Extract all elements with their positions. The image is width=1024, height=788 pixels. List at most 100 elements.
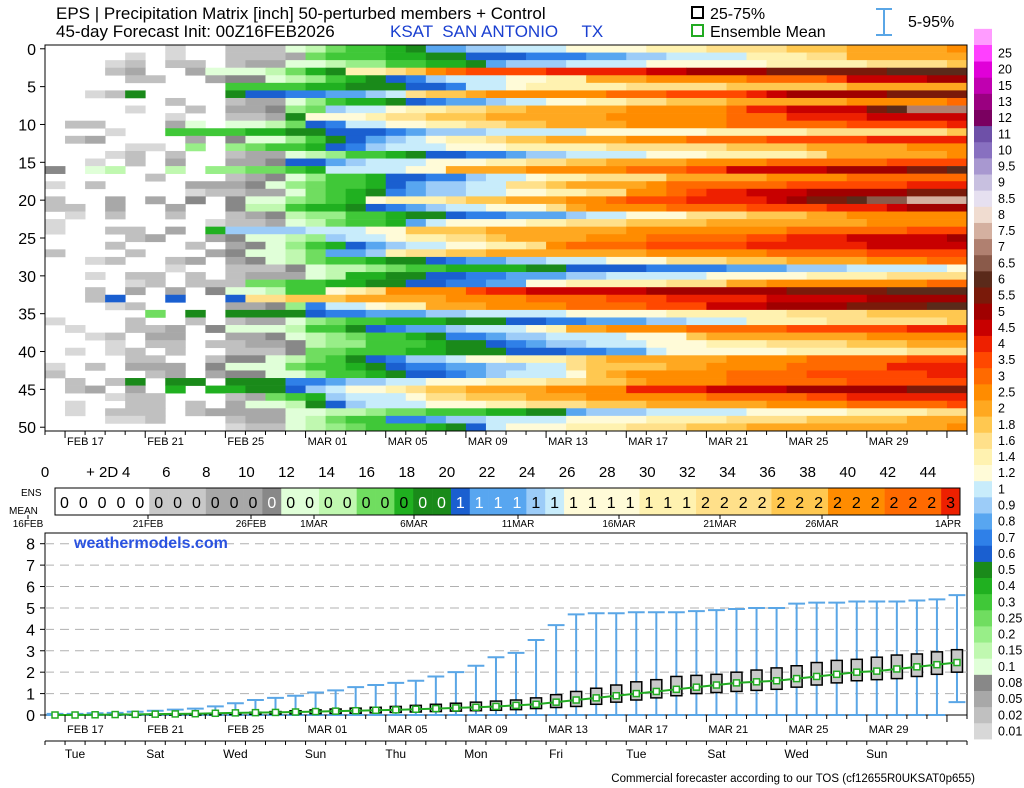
colorbar-cell [974, 513, 992, 530]
heatmap-cell [365, 226, 407, 235]
ensemble-mean-marker [612, 691, 620, 700]
heatmap-cell [245, 385, 286, 394]
heatmap-cell [85, 158, 106, 167]
heatmap-cell [125, 105, 146, 114]
heatmap-cell [846, 82, 968, 91]
heatmap-cell [225, 211, 246, 220]
ens-cell [696, 488, 716, 515]
ens-cell [450, 488, 471, 515]
heatmap-cell [786, 90, 888, 99]
heatmap-cell [385, 256, 427, 265]
heatmap-cell [766, 67, 888, 76]
heatmap-cell [405, 355, 447, 364]
colorbar-cell [974, 335, 992, 353]
heatmap-cell [606, 113, 727, 121]
heatmap-cell [145, 309, 166, 318]
heatmap-cell [105, 256, 126, 265]
heatmap-cell [325, 340, 367, 349]
heatmap-cell [345, 362, 367, 371]
heatmap-cell [225, 82, 306, 91]
heatmap-cell [425, 332, 447, 341]
heatmap-cell [626, 120, 727, 129]
colorbar-label: 1 [998, 482, 1005, 496]
heatmap-cell [245, 272, 306, 280]
heatmap-cell [485, 332, 507, 341]
heatmap-cell [345, 105, 387, 114]
heatmap-cell [305, 188, 327, 197]
heatmap-cell [445, 241, 487, 250]
heatmap-cell [385, 272, 427, 280]
heatmap-cell [445, 264, 527, 273]
heatmap-cell [566, 302, 647, 311]
colorbar-cell [974, 416, 992, 433]
heatmap-cell [866, 105, 888, 114]
colorbar-cell [974, 593, 992, 611]
heatmap-cell [445, 135, 487, 144]
heatmap-cell [245, 211, 266, 220]
ensemble-mean-marker [893, 665, 901, 673]
heatmap-cell [846, 97, 948, 106]
heatmap-cell [145, 415, 166, 424]
heatmap-cell [485, 173, 527, 182]
heatmap-cell [325, 67, 347, 76]
heatmap-cell [365, 158, 427, 167]
heatmap-cell [205, 362, 226, 371]
box-x-tick-label: MAR 05 [388, 724, 428, 736]
station-label: KSAT SAN ANTONIO TX [390, 22, 603, 41]
heatmap-cell [726, 166, 828, 174]
heatmap-cell [706, 150, 808, 159]
heatmap-cell [726, 378, 848, 386]
heatmap-cell [385, 188, 407, 197]
heatmap-cell [425, 415, 447, 424]
heatmap-cell [385, 408, 427, 417]
heatmap-cell [205, 385, 246, 394]
heatmap-cell [225, 105, 266, 114]
heatmap-cell [345, 423, 367, 432]
heatmap-cell [626, 105, 727, 114]
heatmap-cell [786, 234, 848, 243]
heatmap-cell [506, 355, 567, 364]
box-y-tick-label: 4 [26, 622, 35, 639]
colorbar-cell [974, 238, 992, 256]
heatmap-cell [325, 241, 347, 250]
heatmap-cell [305, 113, 367, 121]
heatmap-cell [546, 241, 567, 250]
heatmap-cell [285, 317, 306, 326]
heatmap-cell [225, 219, 266, 227]
heatmap-cell [245, 128, 286, 137]
heatmap-cell [566, 423, 627, 432]
heatmap-cell [946, 150, 968, 159]
heatmap-cell [445, 75, 507, 84]
heatmap-cell [345, 158, 367, 167]
colorbar-label: 0.5 [998, 563, 1015, 577]
heatmap-cell [385, 355, 407, 364]
heatmap-cell [445, 415, 487, 424]
heatmap-cell [546, 378, 587, 386]
heatmap-cell [105, 332, 126, 341]
heatmap-cell [445, 325, 467, 333]
heatmap-cell [445, 317, 507, 326]
box-y-tick-label: 2 [26, 665, 35, 682]
heatmap-cell [506, 60, 567, 69]
heatmap-cell [465, 181, 507, 190]
heatmap-cell [445, 234, 487, 243]
heatmap-cell [546, 325, 567, 333]
ens-cell [130, 488, 150, 515]
heatmap-cell [425, 52, 467, 61]
box-x-tick-label: FEB 17 [67, 724, 104, 736]
ensemble-mean-marker [933, 660, 941, 669]
heatmap-cell [345, 355, 367, 364]
ens-value: 0 [362, 495, 371, 512]
ens-cell [639, 488, 659, 515]
ens-cell [92, 488, 112, 515]
ens-value: 2 [927, 495, 936, 512]
heatmap-cell [285, 158, 327, 167]
heatmap-cell [886, 203, 908, 212]
heatmap-cell [225, 287, 266, 296]
ens-cell [865, 488, 885, 515]
heatmap-cell [425, 340, 447, 349]
heatmap-cell [405, 90, 427, 99]
heatmap-cell [325, 173, 367, 182]
heatmap-cell [305, 120, 327, 129]
heatmap-cell [766, 340, 848, 349]
